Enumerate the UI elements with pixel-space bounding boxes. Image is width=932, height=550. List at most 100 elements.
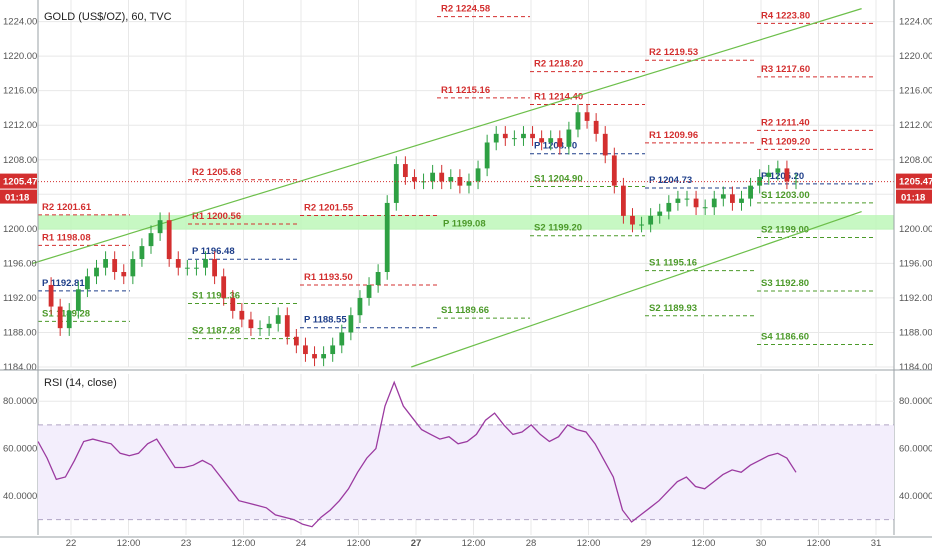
- price-axis-right-label: 1212.00: [899, 120, 932, 131]
- candle-up: [130, 259, 136, 277]
- candle-up: [775, 168, 781, 173]
- time-axis-label: 24: [296, 538, 307, 549]
- price-axis-right-label: 1208.00: [899, 155, 932, 166]
- candle-up: [85, 276, 90, 290]
- candle-down: [439, 172, 445, 182]
- pivot-level-label: S1 1203.00: [761, 190, 810, 201]
- price-axis-left-label: 1212.00: [3, 120, 37, 131]
- pivot-level-label: R1 1214.40: [534, 91, 583, 102]
- time-axis-label: 29: [641, 538, 652, 549]
- candle-down: [784, 168, 790, 182]
- candle-down: [112, 259, 118, 273]
- price-axis-right-label: 1184.00: [899, 362, 932, 373]
- pivot-level-label: S1 1191.36: [192, 290, 240, 301]
- price-chart-title: GOLD (US$/OZ), 60, TVC: [44, 11, 172, 23]
- rsi-line: [37, 380, 797, 528]
- candle-up: [748, 185, 753, 199]
- candle-up: [148, 233, 154, 247]
- candle-up: [566, 129, 572, 147]
- candle-up: [275, 315, 281, 324]
- candle-down: [248, 319, 254, 329]
- candle-up: [194, 267, 199, 269]
- rsi-chart-title: RSI (14, close): [44, 377, 117, 389]
- price-axis-right-label: 1196.00: [899, 258, 932, 269]
- pivot-level-label: R2 1201.55: [304, 202, 354, 213]
- candle-up: [793, 181, 799, 183]
- candle-up: [702, 207, 708, 209]
- rsi-axis-left-label: 60.0000: [3, 444, 37, 455]
- candle-up: [66, 310, 72, 329]
- pivot-level-label: R1 1193.50: [304, 272, 353, 283]
- candle-up: [511, 138, 517, 140]
- price-axis-right-label: 1192.00: [899, 293, 932, 304]
- pivot-level-label: P 1196.48: [192, 246, 235, 257]
- candle-up: [684, 198, 690, 200]
- pivot-level-label: P 1188.55: [304, 315, 347, 326]
- pivot-level-label: S1 1195.16: [649, 258, 697, 269]
- candle-up: [203, 259, 208, 268]
- pivot-level-label: R1 1209.96: [649, 130, 698, 141]
- candle-up: [466, 181, 472, 186]
- pivot-level-label: S2 1187.28: [192, 326, 240, 337]
- price-axis-right-label: 1220.00: [899, 51, 932, 62]
- rsi-axis-left-label: 80.0000: [3, 396, 37, 407]
- candle-down: [557, 138, 563, 147]
- candle-up: [521, 133, 526, 139]
- candles-group: [48, 104, 799, 367]
- candle-up: [575, 112, 581, 130]
- time-axis-label: 22: [66, 538, 77, 549]
- candle-up: [339, 332, 345, 346]
- support-zone: [38, 215, 894, 230]
- price-axis-left-label: 1224.00: [3, 17, 37, 28]
- candle-down: [693, 198, 699, 208]
- candle-up: [348, 315, 354, 333]
- candle-down: [412, 177, 417, 182]
- time-axis-label: 23: [181, 538, 192, 549]
- last-price-tag-text: 1205.47: [3, 177, 37, 188]
- rsi-pane[interactable]: 80.0000 80.0000 60.0000 60.0000 40.0000 40.00…: [0, 374, 932, 538]
- countdown-tag-text: 01:18: [5, 193, 29, 204]
- pivot-level-label: R1 1209.20: [761, 136, 810, 147]
- candle-up: [384, 202, 390, 273]
- candle-up: [75, 289, 81, 311]
- candle-down: [730, 194, 735, 203]
- support-zone-label: P 1199.08: [443, 219, 486, 230]
- candle-down: [121, 272, 127, 277]
- channel-lower-line: [411, 210, 862, 368]
- price-axis-left-label: 1208.00: [3, 155, 37, 166]
- candle-down: [502, 133, 508, 139]
- candle-up: [366, 284, 372, 298]
- pivot-level-label: P 1208.70: [534, 141, 577, 152]
- candle-down: [303, 345, 308, 355]
- candle-up: [548, 138, 554, 143]
- time-axis-label: 27: [411, 538, 422, 549]
- price-pane[interactable]: R2 1201.61 R1 1198.08 P 1192.81 S1 1189.28 R…: [0, 0, 932, 535]
- rsi-axis-right-label: 40.0000: [899, 491, 932, 502]
- price-axis-left-label: 1188.00: [3, 327, 37, 338]
- candle-up: [711, 198, 717, 208]
- candle-up: [720, 194, 726, 199]
- candle-up: [430, 172, 436, 182]
- last-price-tag-right: [896, 173, 932, 189]
- time-axis-label: 12:00: [807, 538, 831, 549]
- countdown-tag-left: [0, 189, 37, 204]
- candle-up: [330, 345, 336, 355]
- candle-down: [166, 220, 172, 260]
- pivot-level-label: R4 1223.80: [761, 10, 810, 21]
- pivot-level-label: R1 1200.56: [192, 211, 241, 222]
- price-axis-left-label: 1216.00: [3, 86, 37, 97]
- price-axis-left-label: 1192.00: [3, 293, 37, 304]
- candle-down: [593, 120, 599, 134]
- candle-up: [139, 246, 145, 260]
- candle-up: [393, 164, 399, 203]
- candle-up: [157, 220, 163, 234]
- pivot-level-label: R2 1219.53: [649, 47, 698, 58]
- candle-down: [530, 133, 535, 139]
- candle-up: [766, 172, 772, 178]
- price-axis-right-label: 1188.00: [899, 327, 932, 338]
- time-axis-label: 12:00: [577, 538, 601, 549]
- price-axis-left-label: 1196.00: [3, 258, 37, 269]
- candle-up: [739, 198, 744, 203]
- time-axis-label: 12:00: [692, 538, 716, 549]
